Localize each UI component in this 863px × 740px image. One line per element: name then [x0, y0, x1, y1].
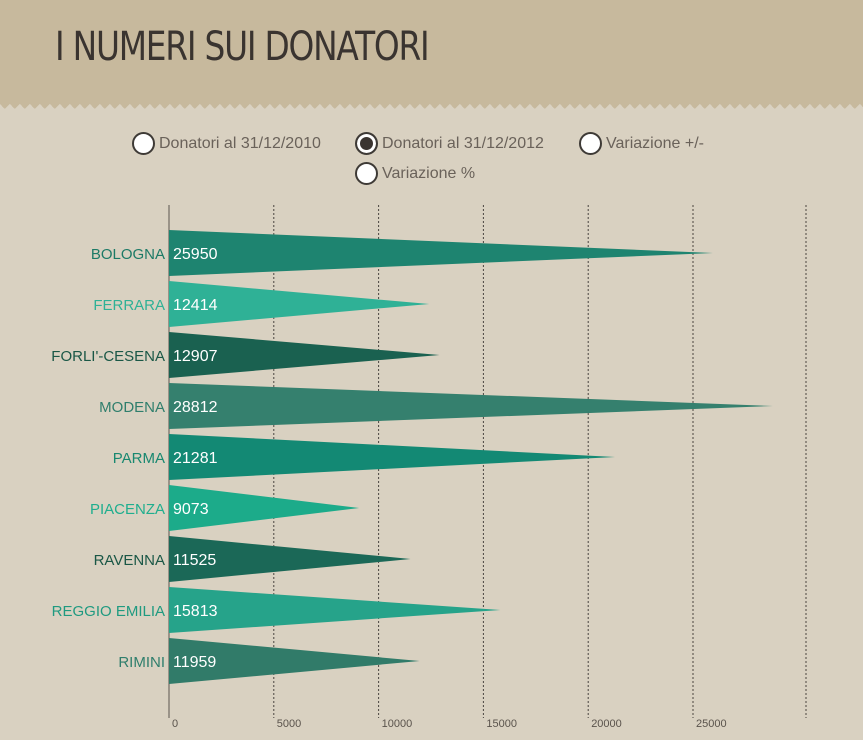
x-tick-label: 15000 [486, 718, 517, 730]
radio-button-icon[interactable] [355, 162, 378, 185]
bar [169, 638, 420, 684]
data-label: 11525 [173, 552, 216, 569]
data-label: 28812 [173, 399, 218, 416]
radio-button-icon[interactable] [579, 132, 602, 155]
data-label: 25950 [173, 246, 218, 263]
radio-button-icon[interactable] [132, 132, 155, 155]
category-label: RIMINI [118, 654, 165, 671]
category-label: PARMA [113, 450, 165, 467]
bar [169, 281, 430, 327]
radio-donatori-2010[interactable]: Donatori al 31/12/2010 [132, 132, 321, 155]
bar [169, 383, 773, 429]
bar [169, 230, 713, 276]
header-zigzag-border [0, 104, 863, 114]
category-label: RAVENNA [94, 552, 165, 569]
category-label: BOLOGNA [91, 246, 165, 263]
header-banner [0, 0, 863, 104]
data-label: 9073 [173, 501, 209, 518]
data-label: 12414 [173, 297, 218, 314]
bar [169, 536, 411, 582]
x-tick-label: 20000 [591, 718, 622, 730]
bar [169, 332, 440, 378]
category-label: FORLI'-CESENA [51, 348, 165, 365]
bar [169, 485, 360, 531]
x-tick-label: 10000 [382, 718, 413, 730]
radio-label: Donatori al 31/12/2012 [382, 134, 544, 152]
category-label: FERRARA [93, 297, 165, 314]
radio-label: Variazione % [382, 164, 476, 182]
radio-variazione-percentuale[interactable]: Variazione % [355, 162, 475, 185]
data-label: 21281 [173, 450, 218, 467]
category-label: MODENA [99, 399, 165, 416]
x-tick-label: 0 [172, 718, 178, 730]
bar [169, 587, 501, 633]
category-label: PIACENZA [90, 501, 165, 518]
x-tick-label: 5000 [277, 718, 301, 730]
radio-variazione-assoluta[interactable]: Variazione +/- [579, 132, 704, 155]
x-tick-label: 25000 [696, 718, 727, 730]
radio-button-selected-icon[interactable] [355, 132, 378, 155]
bar [169, 434, 616, 480]
radio-donatori-2012[interactable]: Donatori al 31/12/2012 [355, 132, 544, 155]
page-title: I NUMERI SUI DONATORI [55, 24, 430, 70]
data-label: 11959 [173, 654, 216, 671]
data-label: 12907 [173, 348, 218, 365]
dataset-selector: Donatori al 31/12/2010 Donatori al 31/12… [0, 0, 863, 200]
radio-label: Donatori al 31/12/2010 [159, 134, 321, 152]
radio-label: Variazione +/- [606, 134, 704, 152]
data-label: 15813 [173, 603, 218, 620]
category-label: REGGIO EMILIA [52, 603, 165, 620]
